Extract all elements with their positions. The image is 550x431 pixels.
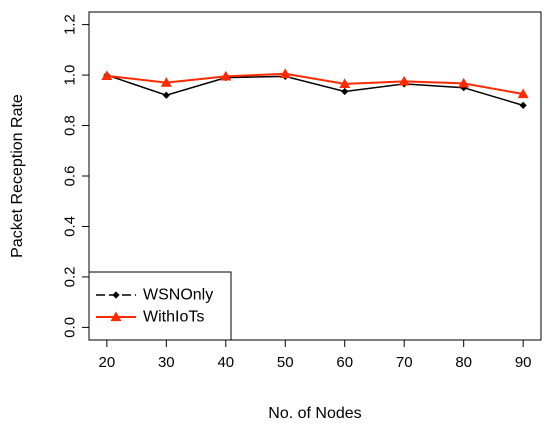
y-tick-label: 0.6 <box>62 166 79 187</box>
data-point <box>398 75 410 86</box>
y-tick-label: 1.0 <box>62 65 79 86</box>
x-axis: 20 30 40 50 60 70 80 90 <box>98 339 532 371</box>
x-tick-label: 20 <box>98 354 115 371</box>
y-axis: 0.0 0.2 0.4 0.6 0.8 1.0 1.2 <box>62 14 90 338</box>
data-point <box>279 68 291 78</box>
series-layer <box>101 68 529 109</box>
data-point <box>162 91 170 99</box>
data-point <box>517 88 529 99</box>
y-tick-label: 0.4 <box>62 216 79 237</box>
y-tick-label: 0.2 <box>62 266 79 287</box>
x-tick-label: 50 <box>277 354 294 371</box>
legend-box <box>88 271 232 341</box>
x-axis-label: No. of Nodes <box>268 405 361 422</box>
x-tick-label: 70 <box>396 354 413 371</box>
legend-label: WSNOnly <box>143 287 213 304</box>
series-withiots <box>101 68 529 99</box>
x-tick-label: 80 <box>455 354 472 371</box>
legend-marker <box>110 311 122 322</box>
legend-label: WithIoTs <box>143 309 204 326</box>
data-point <box>220 70 232 81</box>
y-tick-label: 0.0 <box>62 317 79 338</box>
x-tick-label: 30 <box>158 354 175 371</box>
series-line <box>106 74 524 107</box>
data-point <box>519 101 527 109</box>
data-point <box>101 70 113 80</box>
x-tick-label: 90 <box>515 354 532 371</box>
data-point <box>458 77 470 88</box>
y-axis-label: Packet Reception Rate <box>9 94 26 258</box>
series-line <box>106 72 524 95</box>
y-tick-label: 0.8 <box>62 115 79 136</box>
x-tick-label: 40 <box>217 354 234 371</box>
legend-marker <box>112 291 120 299</box>
x-tick-label: 60 <box>336 354 353 371</box>
data-point <box>160 77 172 87</box>
data-point <box>341 87 349 96</box>
data-point <box>339 78 351 89</box>
series-wsnonly <box>103 71 527 109</box>
y-tick-label: 1.2 <box>62 14 79 35</box>
legend: WSNOnly WithIoTs <box>88 271 232 341</box>
